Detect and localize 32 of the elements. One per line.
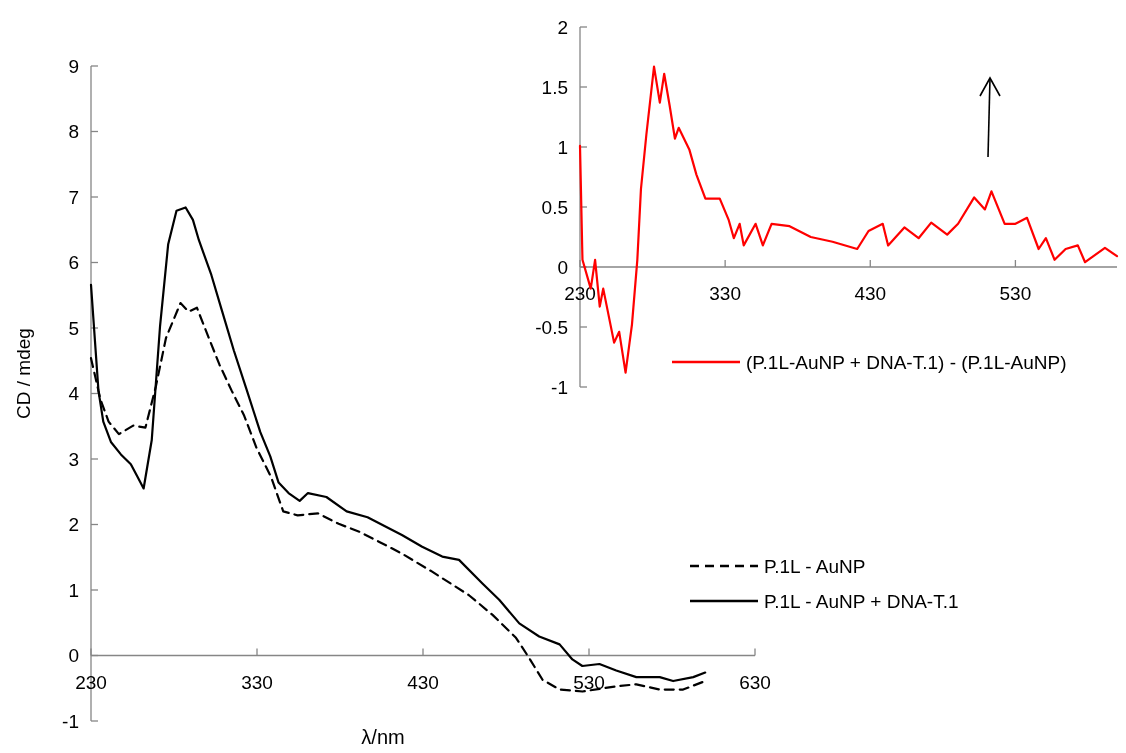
y-tick-label: 5 <box>68 317 79 339</box>
x-tick-label: 530 <box>573 671 605 693</box>
x-axis-title: λ/nm <box>361 726 405 748</box>
y-tick-label: 2 <box>557 16 568 38</box>
y-tick-label: 4 <box>68 383 80 405</box>
y-tick-label: -1 <box>551 376 568 398</box>
x-tick-label: 530 <box>999 283 1032 304</box>
y-tick-label: 8 <box>68 121 79 143</box>
y-tick-label: -0.5 <box>535 316 568 338</box>
y-tick-label: 0.5 <box>541 196 568 218</box>
y-tick-label: 9 <box>68 55 79 77</box>
y-tick-label: 2 <box>68 514 79 536</box>
x-tick-label: 630 <box>739 671 771 693</box>
y-tick-label: 1 <box>68 579 79 601</box>
y-tick-label: 1 <box>557 136 568 158</box>
y-tick-label: 3 <box>68 448 79 470</box>
legend-label: P.1L - AuNP + DNA-T.1 <box>764 590 959 612</box>
legend-label: (P.1L-AuNP + DNA-T.1) - (P.1L-AuNP) <box>746 351 1067 373</box>
y-tick-label: 7 <box>68 186 79 208</box>
y-tick-label: 0 <box>557 256 568 278</box>
y-tick-label: 6 <box>68 252 79 274</box>
x-tick-label: 330 <box>241 671 273 693</box>
x-tick-label: 430 <box>854 283 887 304</box>
x-tick-label: 230 <box>564 283 596 304</box>
y-tick-label: -1 <box>62 710 79 732</box>
x-tick-label: 230 <box>75 671 107 693</box>
x-tick-label: 330 <box>709 283 741 304</box>
x-tick-label: 430 <box>407 671 439 693</box>
legend-label: P.1L - AuNP <box>764 555 866 577</box>
y-tick-label: 0 <box>68 645 79 667</box>
y-tick-label: 1.5 <box>541 76 568 98</box>
y-axis-title: CD / mdeg <box>13 328 34 419</box>
